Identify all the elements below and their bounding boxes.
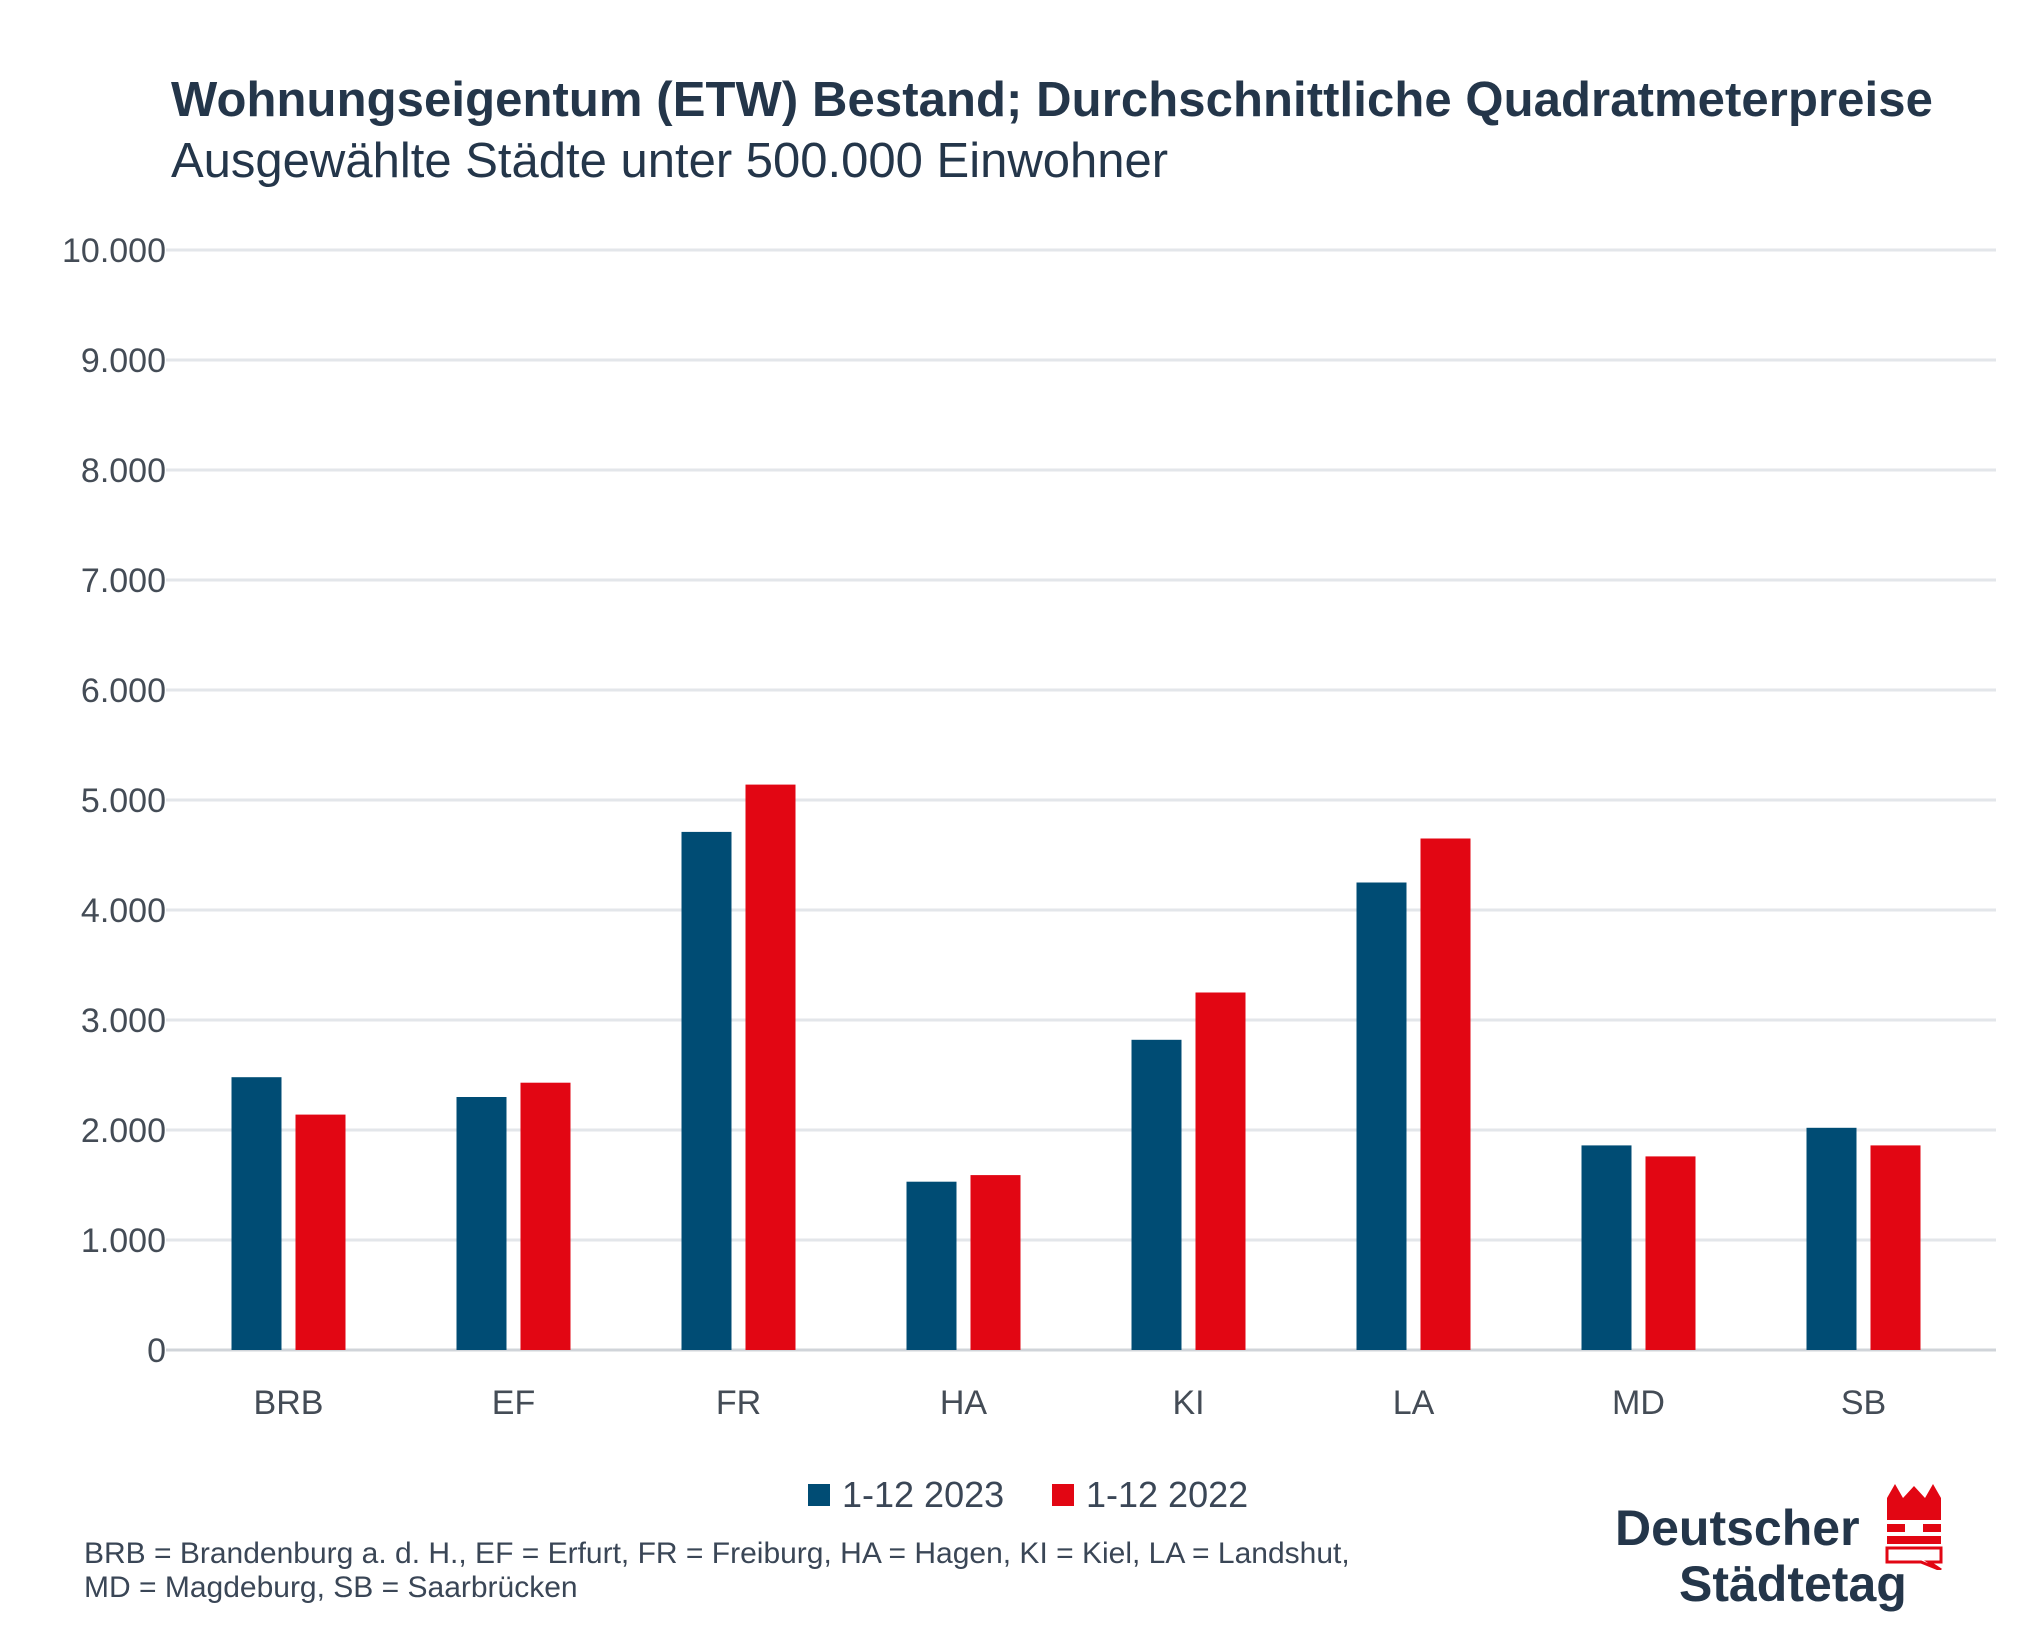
y-tick-label: 3.000 — [81, 1002, 166, 1040]
chart-subtitle: Ausgewählte Städte unter 500.000 Einwohn… — [171, 134, 1169, 188]
legend-label: 1-12 2023 — [842, 1474, 1004, 1515]
y-tick-label: 2.000 — [81, 1112, 166, 1150]
deutscher-staedtetag-logo: Deutscher Städtetag — [1615, 1480, 1945, 1630]
y-tick-label: 1.000 — [81, 1222, 166, 1260]
logo-text-line-1: Deutscher — [1615, 1500, 1860, 1556]
bar-fr-2023 — [681, 831, 732, 1350]
y-tick-label: 7.000 — [81, 562, 166, 600]
bar-md-2023 — [1581, 1145, 1632, 1350]
legend-swatch — [1052, 1484, 1074, 1506]
footnote-line-1: BRB = Brandenburg a. d. H., EF = Erfurt,… — [84, 1537, 1350, 1570]
x-tick-label: FR — [716, 1384, 761, 1422]
footnote-line-2: MD = Magdeburg, SB = Saarbrücken — [84, 1571, 578, 1604]
bar-ki-2022 — [1195, 992, 1246, 1350]
grid-lines — [166, 248, 1996, 1352]
bar-ha-2022 — [970, 1175, 1021, 1350]
legend-swatch — [808, 1484, 830, 1506]
bar-ef-2023 — [456, 1097, 507, 1350]
y-tick-label: 9.000 — [81, 342, 166, 380]
y-tick-label: 6.000 — [81, 672, 166, 710]
bar-ki-2023 — [1131, 1039, 1182, 1350]
y-tick-label: 8.000 — [81, 452, 166, 490]
y-axis-ticks: 0 1.000 2.000 3.000 4.000 5.000 6.000 7.000 8.00… — [62, 232, 166, 1370]
x-tick-label: MD — [1612, 1384, 1665, 1422]
x-tick-label: SB — [1841, 1384, 1886, 1422]
chart-title: Wohnungseigentum (ETW) Bestand; Durchsch… — [171, 73, 1933, 127]
legend: 1-12 2023 1-12 2022 — [808, 1474, 1248, 1515]
y-tick-label: 10.000 — [62, 232, 166, 270]
x-tick-label: HA — [940, 1384, 988, 1422]
bar-la-2023 — [1356, 882, 1407, 1350]
x-tick-label: KI — [1172, 1384, 1204, 1422]
logo-text-line-2: Städtetag — [1679, 1556, 1907, 1612]
bar-md-2022 — [1645, 1156, 1696, 1350]
bar-brb-2023 — [231, 1077, 282, 1350]
y-tick-label: 5.000 — [81, 782, 166, 820]
x-tick-label: EF — [492, 1384, 535, 1422]
x-axis-ticks: BRB EF FR HA KI LA MD SB — [254, 1384, 1887, 1422]
footnote: BRB = Brandenburg a. d. H., EF = Erfurt,… — [84, 1537, 1484, 1605]
legend-label: 1-12 2022 — [1086, 1474, 1248, 1515]
bars — [231, 784, 1921, 1350]
bar-fr-2022 — [745, 784, 796, 1350]
bar-la-2022 — [1420, 838, 1471, 1350]
city-crown-icon — [1885, 1484, 1943, 1570]
bar-ha-2023 — [906, 1181, 957, 1350]
y-tick-label: 0 — [147, 1332, 166, 1370]
bar-sb-2023 — [1806, 1127, 1857, 1350]
x-tick-label: LA — [1393, 1384, 1435, 1422]
y-tick-label: 4.000 — [81, 892, 166, 930]
bar-ef-2022 — [520, 1082, 571, 1350]
x-tick-label: BRB — [254, 1384, 324, 1422]
bar-sb-2022 — [1870, 1145, 1921, 1350]
bar-brb-2022 — [295, 1114, 346, 1350]
